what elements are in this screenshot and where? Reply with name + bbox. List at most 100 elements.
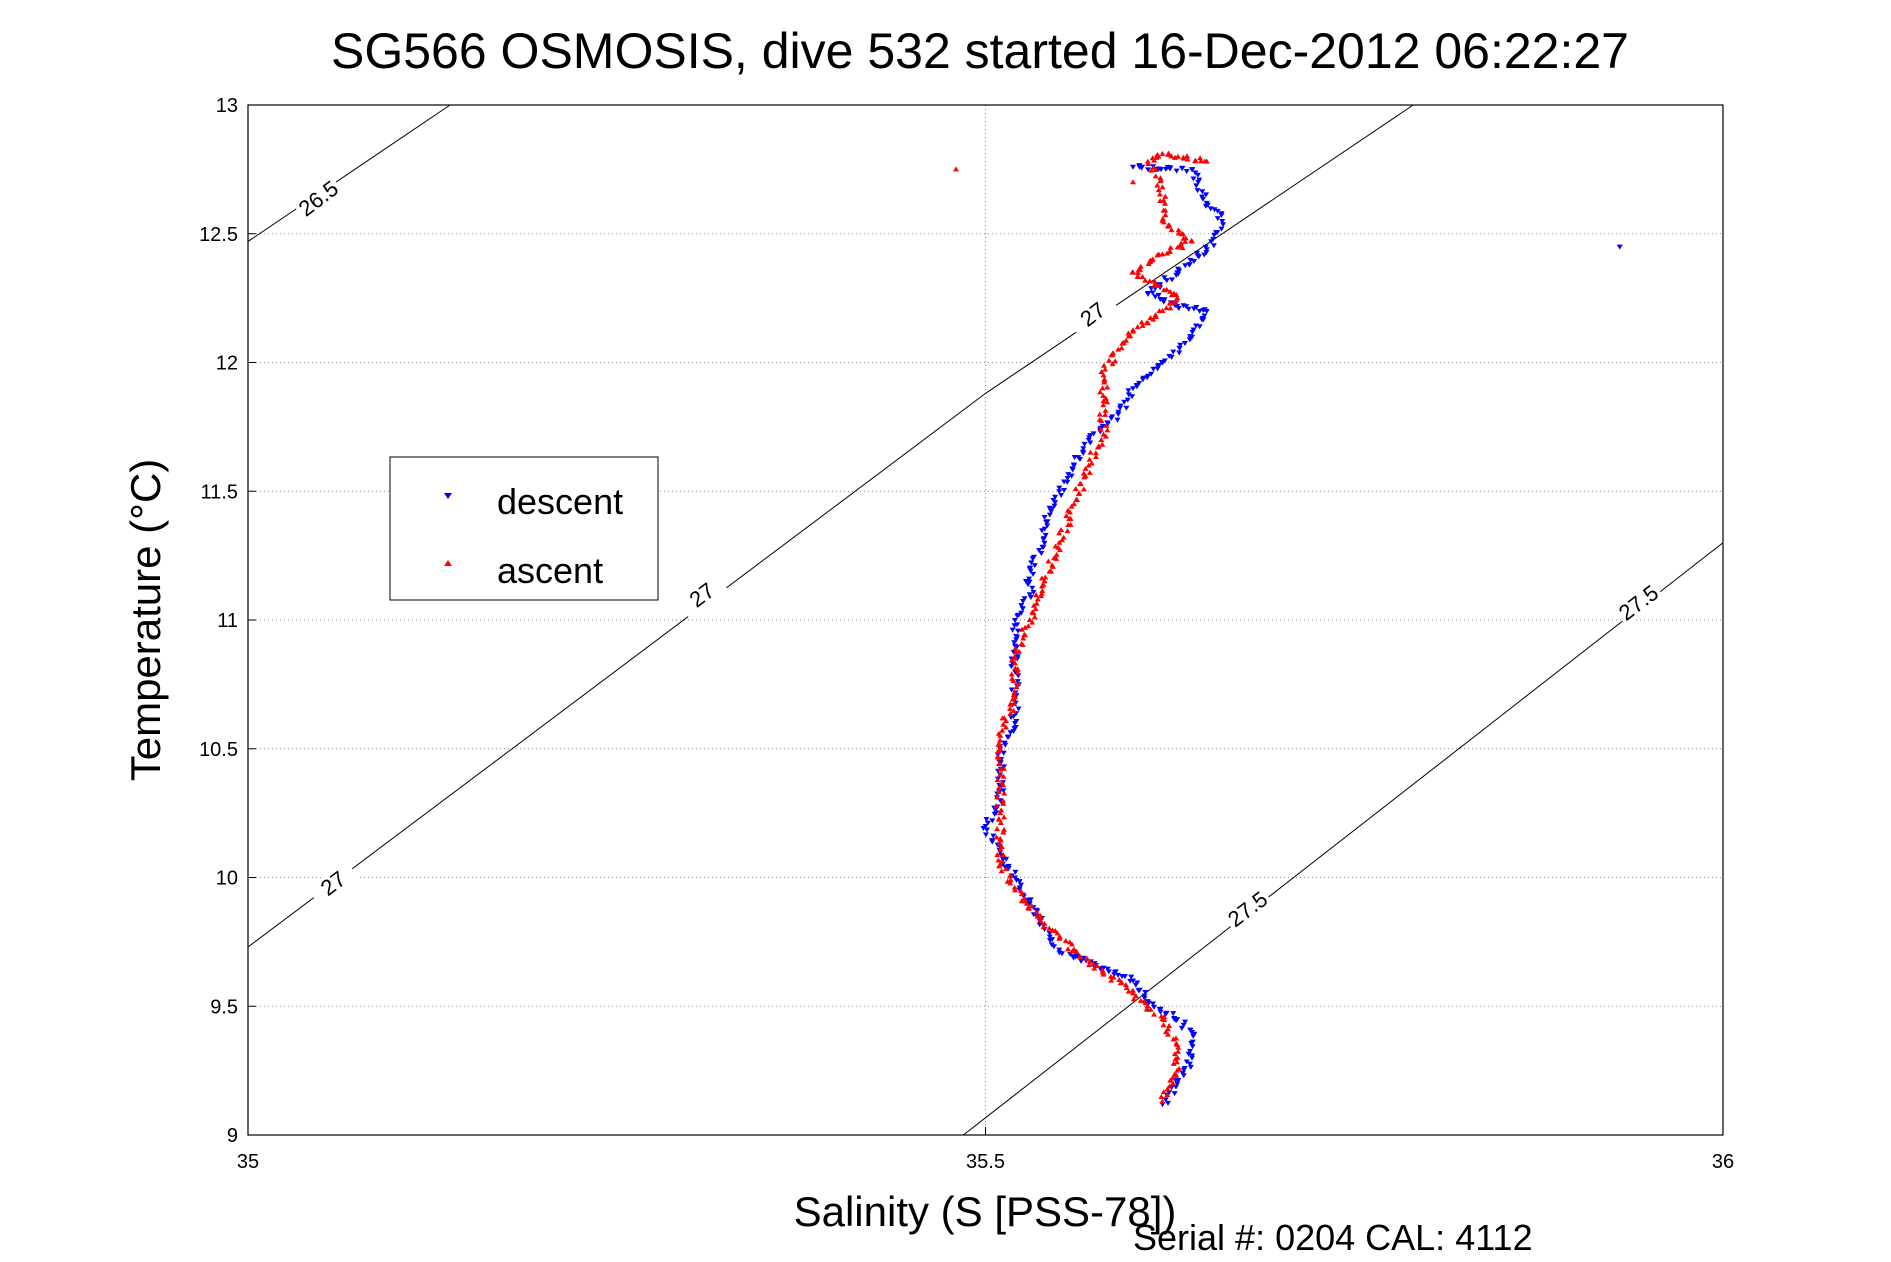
data-point <box>1189 238 1195 244</box>
data-point <box>1086 435 1093 441</box>
data-point <box>1159 216 1166 222</box>
data-point <box>1100 402 1107 408</box>
data-point <box>1195 179 1202 185</box>
data-point <box>1178 240 1185 246</box>
data-point <box>1017 888 1024 894</box>
data-point <box>1179 245 1186 251</box>
data-point <box>995 730 1002 736</box>
data-point <box>1026 901 1033 907</box>
data-point <box>1171 1091 1178 1097</box>
chart-title: SG566 OSMOSIS, dive 532 started 16-Dec-2… <box>331 23 1629 79</box>
data-point <box>1152 312 1159 318</box>
y-tick-label: 9 <box>227 1125 238 1147</box>
data-point <box>1176 350 1183 356</box>
y-tick-labels: 9 9.5 10 10.5 11 11.5 12 12.5 13 <box>199 95 238 1147</box>
data-point <box>1011 653 1018 659</box>
data-point <box>1141 995 1148 1001</box>
data-point <box>1162 212 1169 218</box>
data-point <box>1030 602 1037 608</box>
data-point <box>1219 219 1226 225</box>
data-point <box>1182 263 1189 269</box>
data-point <box>1116 977 1123 983</box>
data-point <box>1010 708 1017 714</box>
data-point <box>1127 333 1134 339</box>
data-point <box>1050 944 1057 950</box>
data-point <box>1193 305 1200 311</box>
data-point <box>1136 987 1143 993</box>
data-point <box>1056 947 1063 953</box>
data-point <box>1080 450 1087 456</box>
data-point <box>1218 226 1225 232</box>
x-tick-label: 35 <box>237 1151 259 1173</box>
data-point <box>1210 243 1217 249</box>
data-point <box>1083 955 1090 961</box>
data-point <box>1182 1019 1189 1025</box>
data-point <box>994 776 1001 782</box>
data-point <box>1201 252 1208 258</box>
data-point <box>1022 632 1029 638</box>
data-point <box>1164 1026 1171 1032</box>
data-point <box>1177 342 1184 348</box>
data-point <box>1129 987 1136 993</box>
data-point <box>1168 292 1175 298</box>
data-point <box>1193 183 1200 189</box>
data-point <box>1040 537 1047 543</box>
data-point <box>1168 354 1175 360</box>
y-tick-label: 13 <box>216 95 238 117</box>
data-point <box>1030 571 1037 577</box>
data-point <box>1007 880 1014 886</box>
data-point <box>1170 1011 1177 1017</box>
data-point <box>1123 405 1130 411</box>
data-point <box>1098 368 1105 374</box>
data-point <box>1145 320 1152 326</box>
data-point <box>1146 278 1153 284</box>
density-contour-27.5 <box>963 542 1724 1136</box>
data-point <box>1102 407 1109 413</box>
data-point <box>1128 974 1135 980</box>
data-point <box>1025 904 1032 910</box>
data-point <box>1007 706 1014 712</box>
data-point <box>1130 978 1136 984</box>
data-point <box>1008 687 1015 693</box>
data-point <box>1167 305 1174 311</box>
data-point <box>1085 437 1092 443</box>
data-point <box>1002 724 1009 730</box>
legend-label-ascent: ascent <box>497 550 603 591</box>
data-point <box>1045 558 1052 564</box>
data-point <box>1139 273 1146 279</box>
data-point <box>1171 1051 1178 1057</box>
data-point <box>1214 208 1221 214</box>
data-point <box>1194 172 1201 178</box>
data-point <box>1175 1044 1182 1050</box>
data-point <box>1104 384 1111 390</box>
y-tick-label: 10.5 <box>199 739 238 761</box>
data-point <box>1001 814 1008 820</box>
data-point <box>1090 431 1097 437</box>
data-point <box>1097 426 1104 432</box>
data-point <box>1159 308 1166 313</box>
data-point <box>1077 480 1084 486</box>
data-point <box>1137 263 1144 269</box>
data-point <box>1025 582 1032 588</box>
data-point <box>1117 405 1124 411</box>
data-point <box>1002 864 1009 870</box>
data-point <box>1159 297 1166 303</box>
data-point <box>1166 1022 1173 1028</box>
data-point <box>1125 388 1132 394</box>
data-point <box>1198 158 1205 164</box>
data-point <box>1152 281 1159 287</box>
data-point <box>1000 765 1007 771</box>
data-point <box>1125 330 1132 336</box>
data-point <box>997 745 1004 751</box>
data-point <box>994 852 1001 858</box>
data-point <box>1008 671 1015 677</box>
data-point <box>1030 610 1037 616</box>
data-point <box>1019 606 1026 612</box>
data-point <box>1101 376 1108 382</box>
data-point <box>1041 526 1048 532</box>
data-point <box>994 826 1001 832</box>
data-point <box>1032 605 1039 611</box>
data-point <box>1196 308 1203 314</box>
data-point <box>1007 710 1014 716</box>
data-point <box>1012 721 1018 726</box>
